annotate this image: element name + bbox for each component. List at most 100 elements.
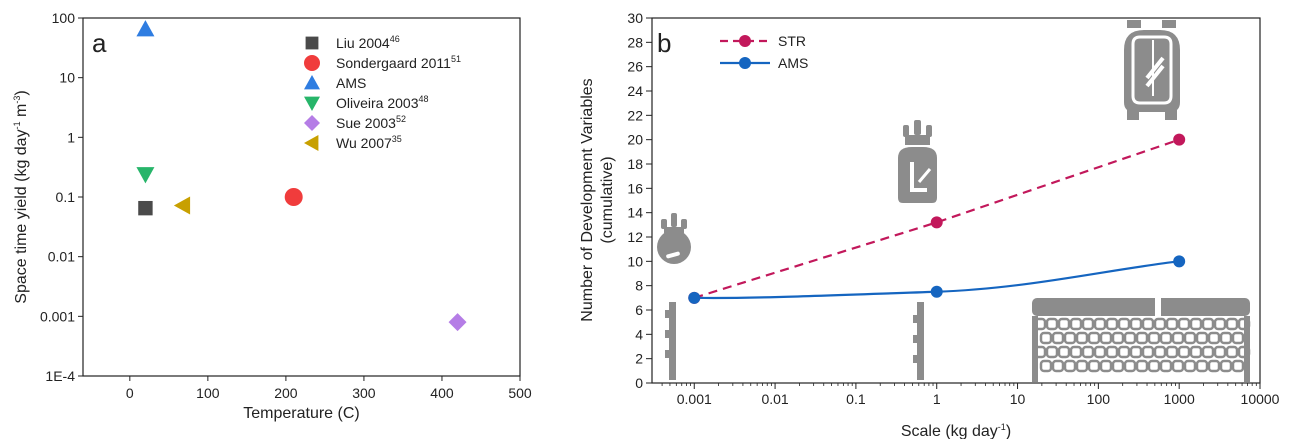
panel-b-legend-label: STR [778,33,806,49]
reactor-cell [1063,331,1077,345]
reactor-cell [1177,345,1191,359]
panel-a-legend: Liu 200446 Sondergaard 201151 AMS Oliveira … [304,34,461,151]
stirred-tank-reactor-icon [1124,20,1180,120]
reactor-cell [1063,359,1077,373]
panel-a-legend-label: Wu 200735 [336,134,402,151]
panel-a-chart: a 0 100 200 300 400 500 1E-4 0.001 0.01 0.1 1 10 10… [12,10,532,422]
panel-a-label: a [92,28,107,58]
panel-b-legend-label: AMS [778,55,808,71]
reactor-cell [1153,317,1167,331]
panel-b-y-tick-label: 22 [627,107,643,123]
panel-b-x-tick-label: 10 [1010,391,1026,407]
panel-b-x-tick-label: 100 [1087,391,1111,407]
panel-a-x-ticks: 0 100 200 300 400 500 [126,376,532,401]
reactor-cell [1099,331,1113,345]
reactor-cell [1165,317,1179,331]
panel-a-marks [136,20,467,332]
panel-b-y-tick-label: 6 [635,302,643,318]
panel-b-x-tick-label: 1 [933,391,941,407]
panel-a-legend-marker [304,115,320,131]
reactor-cell [1219,331,1233,345]
reactor-cell [1207,331,1221,345]
panel-b-label: b [657,28,671,58]
panel-a-y-axis-label: Space time yield (kg day-1 m-3) [12,90,30,303]
reactor-cell [1093,317,1107,331]
panel-a-x-tick-label: 200 [274,385,298,401]
agitated-cell-reactor-icon [1032,296,1251,382]
reactor-cell [1045,317,1059,331]
panel-a-legend-marker [304,135,319,151]
reactor-cell [1165,345,1179,359]
reactor-cell [1075,359,1089,373]
reactor-cell [1087,359,1101,373]
panel-a-point [173,196,191,215]
reactor-cell [1135,359,1149,373]
reactor-cell [1105,317,1119,331]
panel-a-x-tick-label: 500 [508,385,532,401]
panel-b-y-axis-label-2: (cumulative) [599,156,616,243]
panel-b-plot-frame [651,17,1261,384]
panel-b-legend: STR AMS [720,33,808,71]
panel-b-legend-marker [739,57,751,69]
reactor-cell [1159,331,1173,345]
panel-a-point [284,188,303,206]
reactor-cell [1129,345,1143,359]
reactor-cell [1195,359,1209,373]
reactor-cell [1141,345,1155,359]
reactor-cell [1219,359,1233,373]
panel-a-point [448,313,467,332]
reactor-cell [1183,359,1197,373]
panel-a-point [138,200,153,216]
panel-a-y-ticks: 1E-4 0.001 0.01 0.1 1 10 100 [40,10,83,384]
panel-b-y-tick-label: 26 [627,59,643,75]
reactor-cell [1051,359,1065,373]
panel-a-legend-marker [305,36,319,50]
reactor-cell [1075,331,1089,345]
reactor-cell-grid [1032,316,1251,382]
reactor-cell [1213,345,1227,359]
panel-b-point [930,285,943,298]
panel-b-point [1173,255,1186,268]
panel-a-x-tick-label: 300 [352,385,376,401]
reactor-cell [1213,317,1227,331]
reactor-cell [1171,359,1185,373]
panel-a-point [136,20,155,37]
reactor-cell [1231,359,1245,373]
panel-b-x-ticks: 0.001 0.01 0.1 1 10 100 1000 10000 [661,383,1280,407]
reactor-cell [1093,345,1107,359]
reactor-cell [1147,331,1161,345]
reactor-cell [1195,331,1209,345]
panel-b-y-tick-label: 0 [635,375,643,391]
reactor-cell [1081,317,1095,331]
panel-b-point [930,216,943,229]
panel-a-y-tick-label: 0.1 [56,189,76,205]
reactor-cell [1087,331,1101,345]
reactor-cell [1189,317,1203,331]
reactor-cell [1141,317,1155,331]
reactor-right-wall [1244,316,1250,382]
reactor-cell [1231,331,1245,345]
reactor-cell [1099,359,1113,373]
panel-a-y-tick-label: 0.01 [48,249,75,265]
jacketed-vessel-icon [898,120,937,203]
static-mixer-icon [665,302,924,380]
panel-b-y-tick-label: 16 [627,180,643,196]
panel-b-x-tick-label: 0.01 [761,391,788,407]
reactor-cell [1147,359,1161,373]
panel-a-y-tick-label: 10 [59,70,75,86]
panel-b-y-tick-label: 30 [627,10,643,26]
reactor-cell [1135,331,1149,345]
panel-b-y-tick-label: 28 [627,34,643,50]
panel-a-legend-marker [304,55,320,71]
panel-a-x-tick-label: 0 [126,385,134,401]
reactor-cell [1159,359,1173,373]
reactor-cell [1069,345,1083,359]
reactor-cell [1183,331,1197,345]
panel-b-x-tick-label: 0.001 [677,391,712,407]
panel-a-legend-label: AMS [336,75,366,91]
reactor-cell [1117,317,1131,331]
reactor-cell [1225,345,1239,359]
panel-b-x-tick-label: 1000 [1164,391,1195,407]
